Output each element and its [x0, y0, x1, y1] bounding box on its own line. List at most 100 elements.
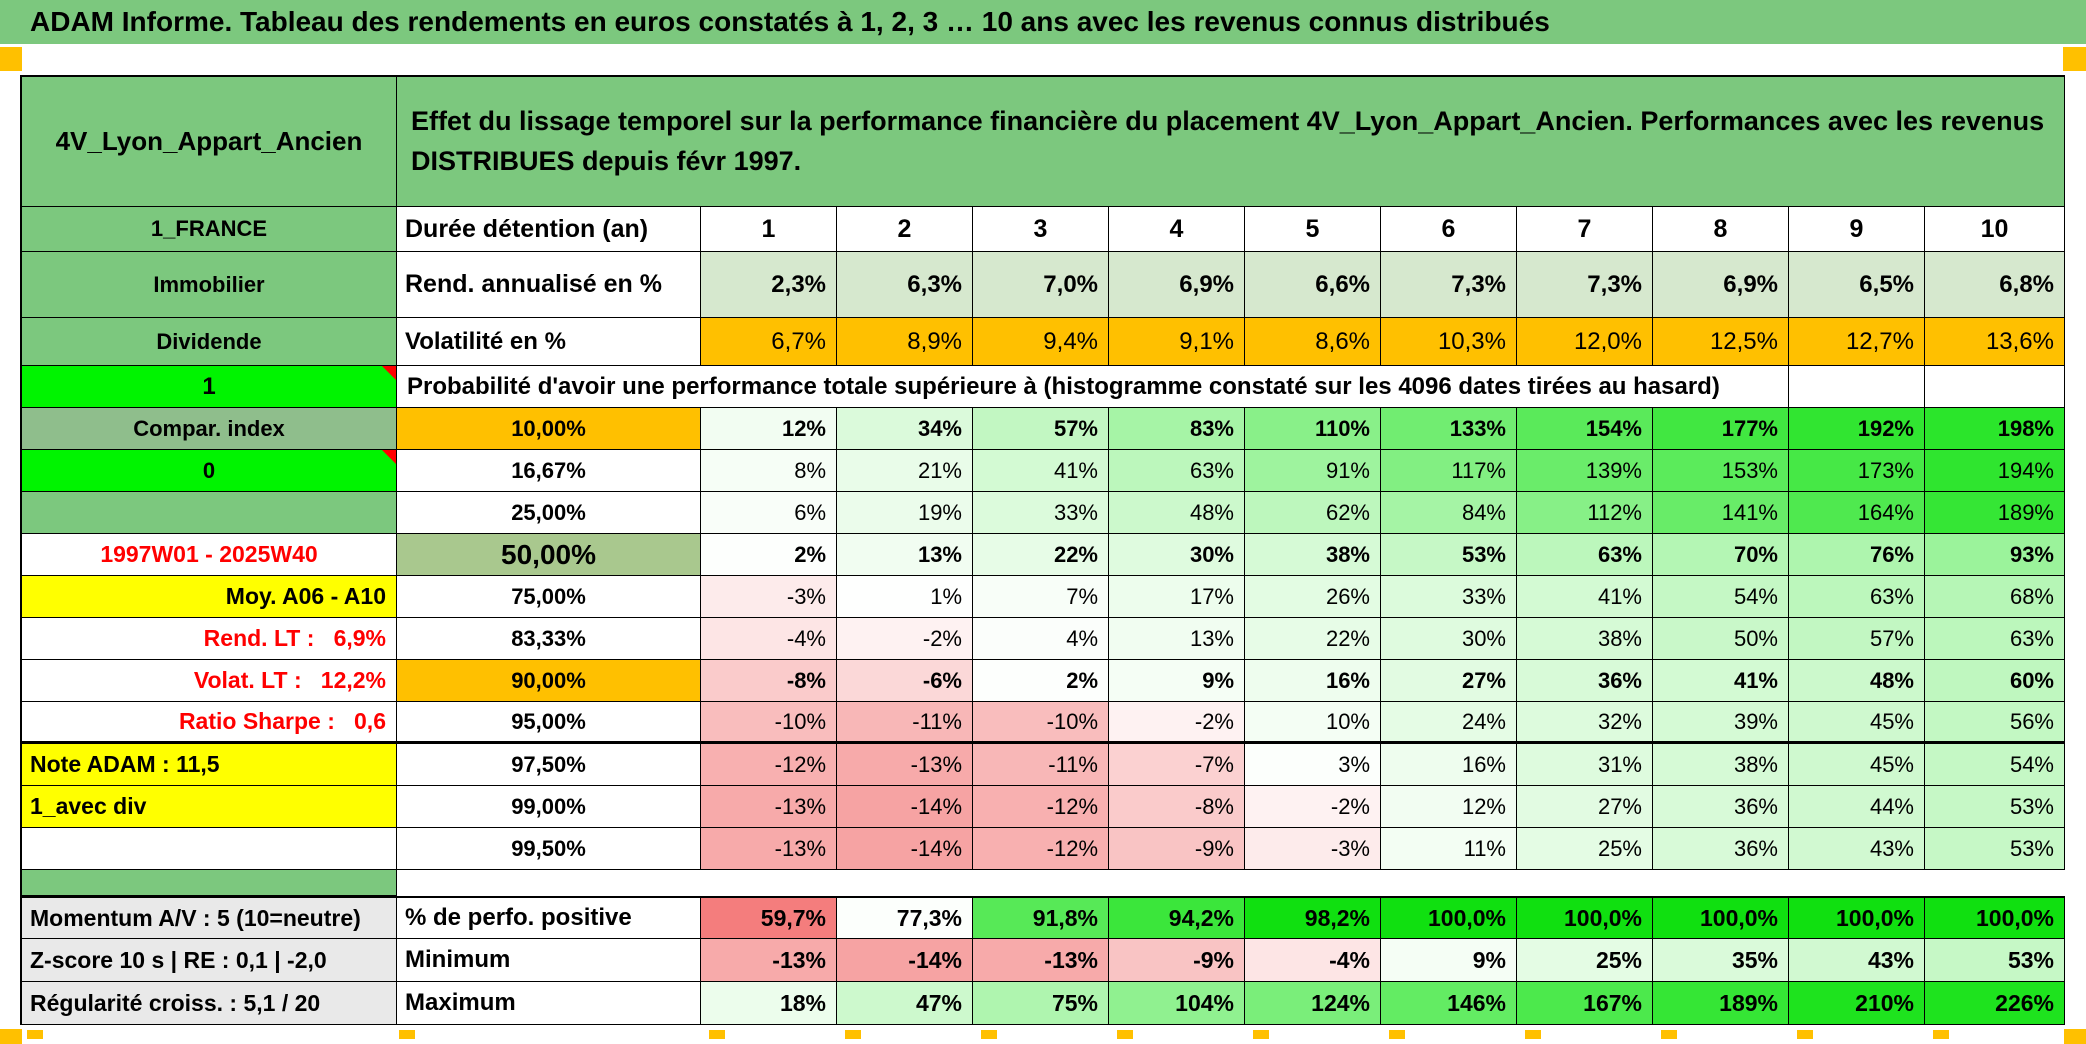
probability-cell[interactable]: -2%	[837, 618, 973, 660]
annual-return-cell[interactable]: 7,0%	[973, 252, 1109, 318]
year-header-cell[interactable]: 3	[973, 207, 1109, 252]
probability-cell[interactable]: 110%	[1245, 408, 1381, 450]
probability-cell[interactable]: 3%	[1245, 744, 1381, 786]
probability-cell[interactable]: 34%	[837, 408, 973, 450]
summary-cell[interactable]: 18%	[701, 982, 837, 1025]
probability-cell[interactable]: -14%	[837, 786, 973, 828]
probability-cell[interactable]: 9%	[1109, 660, 1245, 702]
probability-cell[interactable]: 53%	[1925, 786, 2065, 828]
threshold-cell[interactable]: 99,50%	[397, 828, 701, 870]
probability-cell[interactable]: -12%	[973, 786, 1109, 828]
empty-cell[interactable]	[1925, 366, 2065, 408]
probability-cell[interactable]: 13%	[837, 534, 973, 576]
summary-cell[interactable]: 47%	[837, 982, 973, 1025]
probability-cell[interactable]: 154%	[1517, 408, 1653, 450]
summary-cell[interactable]: 9%	[1381, 939, 1517, 982]
probability-cell[interactable]: -13%	[701, 828, 837, 870]
probability-cell[interactable]: 139%	[1517, 450, 1653, 492]
probability-cell[interactable]: 50%	[1653, 618, 1789, 660]
summary-cell[interactable]: 124%	[1245, 982, 1381, 1025]
probability-cell[interactable]: 36%	[1517, 660, 1653, 702]
summary-label-cell[interactable]: Régularité croiss. : 5,1 / 20	[22, 982, 397, 1025]
annual-return-cell[interactable]: 7,3%	[1517, 252, 1653, 318]
row-label-cell[interactable]: Dividende	[22, 318, 397, 366]
summary-cell[interactable]: 98,2%	[1245, 896, 1381, 939]
threshold-cell[interactable]: 83,33%	[397, 618, 701, 660]
threshold-cell[interactable]: 16,67%	[397, 450, 701, 492]
row-label-cell[interactable]: 1_FRANCE	[22, 207, 397, 252]
row-label-cell[interactable]: Rend. LT : 6,9%	[22, 618, 397, 660]
probability-cell[interactable]: 41%	[1653, 660, 1789, 702]
summary-cell[interactable]: 25%	[1517, 939, 1653, 982]
probability-cell[interactable]: 36%	[1653, 828, 1789, 870]
probability-cell[interactable]: 63%	[1517, 534, 1653, 576]
row-label-cell[interactable]: 1_avec div	[22, 786, 397, 828]
summary-cell[interactable]: 226%	[1925, 982, 2065, 1025]
probability-cell[interactable]: 194%	[1925, 450, 2065, 492]
probability-cell[interactable]: -13%	[701, 786, 837, 828]
summary-cell[interactable]: -13%	[701, 939, 837, 982]
summary-cell[interactable]: 94,2%	[1109, 896, 1245, 939]
probability-cell[interactable]: 11%	[1381, 828, 1517, 870]
probability-cell[interactable]: 30%	[1109, 534, 1245, 576]
probability-cell[interactable]: 32%	[1517, 702, 1653, 744]
probability-cell[interactable]: 192%	[1789, 408, 1925, 450]
volatility-cell[interactable]: 9,4%	[973, 318, 1109, 366]
probability-cell[interactable]: -12%	[973, 828, 1109, 870]
probability-cell[interactable]: 21%	[837, 450, 973, 492]
probability-cell[interactable]: 12%	[701, 408, 837, 450]
year-header-cell[interactable]: 10	[1925, 207, 2065, 252]
table-description-cell[interactable]: Effet du lissage temporel sur la perform…	[397, 77, 2065, 207]
probability-cell[interactable]: 141%	[1653, 492, 1789, 534]
probability-cell[interactable]: 2%	[973, 660, 1109, 702]
probability-cell[interactable]: -3%	[701, 576, 837, 618]
probability-cell[interactable]: 13%	[1109, 618, 1245, 660]
year-header-cell[interactable]: 2	[837, 207, 973, 252]
probability-cell[interactable]: 30%	[1381, 618, 1517, 660]
probability-cell[interactable]: 45%	[1789, 744, 1925, 786]
probability-cell[interactable]: 27%	[1517, 786, 1653, 828]
year-header-cell[interactable]: 9	[1789, 207, 1925, 252]
probability-cell[interactable]: 133%	[1381, 408, 1517, 450]
summary-cell[interactable]: 53%	[1925, 939, 2065, 982]
threshold-cell[interactable]: 50,00%	[397, 534, 701, 576]
probability-cell[interactable]: 93%	[1925, 534, 2065, 576]
probability-cell[interactable]: 117%	[1381, 450, 1517, 492]
probability-cell[interactable]: 7%	[973, 576, 1109, 618]
summary-cell[interactable]: 100,0%	[1381, 896, 1517, 939]
probability-cell[interactable]: 12%	[1381, 786, 1517, 828]
probability-cell[interactable]: -12%	[701, 744, 837, 786]
year-header-cell[interactable]: 5	[1245, 207, 1381, 252]
probability-cell[interactable]: 54%	[1653, 576, 1789, 618]
summary-cell[interactable]: 59,7%	[701, 896, 837, 939]
probability-cell[interactable]: 4%	[973, 618, 1109, 660]
probability-cell[interactable]: 48%	[1109, 492, 1245, 534]
row-label-cell[interactable]: 0	[22, 450, 397, 492]
volatility-cell[interactable]: 13,6%	[1925, 318, 2065, 366]
threshold-cell[interactable]: 75,00%	[397, 576, 701, 618]
probability-cell[interactable]: 177%	[1653, 408, 1789, 450]
volatility-label-cell[interactable]: Volatilité en %	[397, 318, 701, 366]
summary-cell[interactable]: 77,3%	[837, 896, 973, 939]
probability-cell[interactable]: -11%	[837, 702, 973, 744]
probability-cell[interactable]: 41%	[1517, 576, 1653, 618]
probability-cell[interactable]: 83%	[1109, 408, 1245, 450]
annual-return-cell[interactable]: 6,3%	[837, 252, 973, 318]
probability-cell[interactable]: 60%	[1925, 660, 2065, 702]
probability-cell[interactable]: 173%	[1789, 450, 1925, 492]
threshold-cell[interactable]: 95,00%	[397, 702, 701, 744]
probability-cell[interactable]: 56%	[1925, 702, 2065, 744]
summary-label-cell[interactable]: Momentum A/V : 5 (10=neutre)	[22, 896, 397, 939]
probability-cell[interactable]: 45%	[1789, 702, 1925, 744]
year-header-cell[interactable]: 1	[701, 207, 837, 252]
probability-cell[interactable]: -8%	[701, 660, 837, 702]
probability-cell[interactable]: 31%	[1517, 744, 1653, 786]
row-label-cell[interactable]: Ratio Sharpe : 0,6	[22, 702, 397, 744]
probability-cell[interactable]: 76%	[1789, 534, 1925, 576]
probability-cell[interactable]: 43%	[1789, 828, 1925, 870]
probability-cell[interactable]: 63%	[1109, 450, 1245, 492]
probability-cell[interactable]: 153%	[1653, 450, 1789, 492]
probability-cell[interactable]: -6%	[837, 660, 973, 702]
probability-cell[interactable]: 48%	[1789, 660, 1925, 702]
annual-return-cell[interactable]: 6,8%	[1925, 252, 2065, 318]
